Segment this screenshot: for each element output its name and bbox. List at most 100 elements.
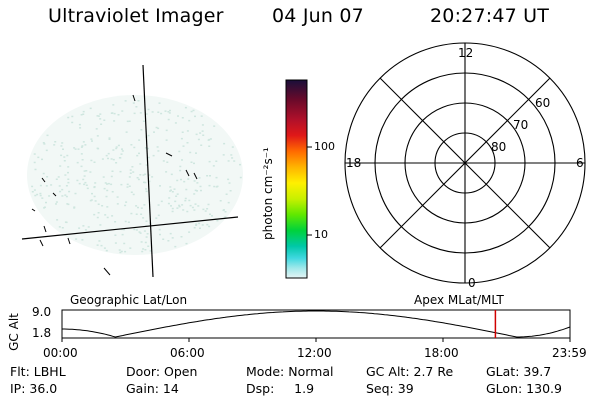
image-pixel xyxy=(140,213,143,215)
image-pixel xyxy=(147,108,150,111)
image-pixel xyxy=(65,185,68,187)
image-pixel xyxy=(197,138,200,141)
image-pixel xyxy=(166,161,169,163)
image-pixel xyxy=(99,224,102,226)
image-pixel xyxy=(133,228,136,231)
image-pixel xyxy=(206,223,209,226)
timeline-tick-0000: 00:00 xyxy=(43,346,78,360)
image-pixel xyxy=(114,242,117,244)
image-pixel xyxy=(178,205,181,208)
image-pixel xyxy=(42,172,45,175)
image-pixel xyxy=(193,180,196,182)
timeline-frame xyxy=(61,309,571,339)
image-pixel xyxy=(89,171,92,173)
image-pixel xyxy=(129,169,132,171)
image-pixel xyxy=(144,173,147,175)
timeline-tick-0600: 06:00 xyxy=(170,346,205,360)
image-pixel xyxy=(108,138,111,140)
image-pixel xyxy=(81,159,84,161)
image-pixel xyxy=(120,183,123,186)
image-pixel xyxy=(180,236,183,238)
image-pixel xyxy=(119,157,122,159)
image-pixel xyxy=(97,203,100,205)
image-pixel xyxy=(34,168,37,171)
colorbar-tick-label-10: 10 xyxy=(314,228,328,241)
image-pixel xyxy=(104,214,107,216)
image-pixel xyxy=(127,221,130,223)
image-pixel xyxy=(188,199,191,202)
image-pixel xyxy=(99,113,102,115)
image-pixel xyxy=(45,201,47,204)
image-pixel xyxy=(118,249,121,251)
image-pixel xyxy=(62,148,64,150)
image-pixel xyxy=(171,237,174,239)
image-pixel xyxy=(149,250,152,252)
image-pixel xyxy=(180,137,183,140)
image-pixel xyxy=(67,203,70,206)
image-pixel xyxy=(181,159,183,161)
image-pixel xyxy=(196,182,199,184)
image-pixel xyxy=(165,129,168,132)
geographic-title: Geographic Lat/Lon xyxy=(70,293,188,307)
image-pixel xyxy=(142,120,145,122)
image-pixel xyxy=(176,193,179,195)
image-pixel xyxy=(178,150,181,153)
image-pixel xyxy=(147,147,149,150)
image-pixel xyxy=(199,185,202,188)
image-pixel xyxy=(167,118,170,121)
image-pixel xyxy=(81,239,84,241)
image-pixel xyxy=(71,121,74,124)
image-pixel xyxy=(67,181,70,184)
image-pixel xyxy=(224,211,227,213)
image-pixel xyxy=(82,110,85,113)
image-pixel xyxy=(168,112,171,114)
image-pixel xyxy=(140,129,143,131)
image-pixel xyxy=(31,185,34,188)
image-pixel xyxy=(215,176,218,179)
image-pixel xyxy=(55,201,58,203)
image-pixel xyxy=(54,141,57,143)
image-pixel xyxy=(111,170,114,172)
image-pixel xyxy=(135,205,138,207)
image-pixel xyxy=(143,230,146,232)
image-pixel xyxy=(136,177,139,179)
image-pixel xyxy=(45,185,48,187)
image-pixel xyxy=(82,113,85,115)
image-pixel xyxy=(198,177,201,179)
image-pixel xyxy=(170,205,172,207)
apex-title: Apex MLat/MLT xyxy=(414,293,504,307)
image-pixel xyxy=(111,215,114,217)
image-pixel xyxy=(107,182,110,185)
image-pixel xyxy=(84,144,87,146)
image-pixel xyxy=(130,212,133,215)
timeline-y-min: 1.8 xyxy=(32,326,52,340)
image-pixel xyxy=(144,181,147,184)
image-pixel xyxy=(43,143,46,145)
image-pixel xyxy=(53,144,56,146)
image-pixel xyxy=(81,145,84,147)
image-pixel xyxy=(206,175,209,177)
timeline-ticks xyxy=(61,338,571,342)
image-pixel xyxy=(152,154,155,157)
image-pixel xyxy=(64,174,67,176)
image-pixel xyxy=(167,202,170,205)
image-pixel xyxy=(239,163,241,166)
image-pixel xyxy=(231,146,234,148)
image-pixel xyxy=(78,123,81,126)
image-pixel xyxy=(180,178,182,181)
image-pixel xyxy=(106,183,108,185)
image-pixel xyxy=(125,131,128,133)
image-pixel xyxy=(225,193,228,195)
image-pixel xyxy=(115,147,118,150)
image-pixel xyxy=(144,249,147,251)
image-pixel xyxy=(96,244,99,246)
image-pixel xyxy=(128,176,131,178)
image-pixel xyxy=(119,170,122,173)
image-pixel xyxy=(171,210,174,213)
image-pixel xyxy=(61,188,64,191)
gain-info: Gain: 14 xyxy=(126,381,179,396)
image-pixel xyxy=(103,119,106,121)
image-pixel xyxy=(229,190,232,192)
image-pixel xyxy=(58,185,61,187)
